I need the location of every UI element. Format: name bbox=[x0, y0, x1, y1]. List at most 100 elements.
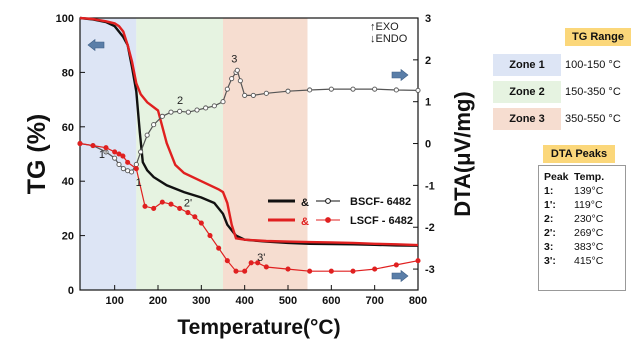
peak-id: 3': bbox=[544, 255, 556, 267]
data-point bbox=[168, 201, 174, 207]
data-point bbox=[220, 99, 226, 105]
legend-amp: & bbox=[301, 216, 309, 228]
data-point bbox=[307, 268, 313, 274]
x-tick-label: 300 bbox=[192, 295, 210, 307]
peak-annotation: 2 bbox=[177, 95, 183, 107]
data-point bbox=[207, 233, 213, 239]
data-point bbox=[185, 109, 191, 115]
peak-annotation: 3' bbox=[257, 252, 265, 264]
zone-row-2: Zone 2 150-350 °C bbox=[493, 81, 633, 103]
data-point bbox=[112, 155, 118, 161]
legend-label: LSCF - 6482 bbox=[350, 215, 413, 227]
peak-annotation: 3 bbox=[231, 53, 237, 65]
data-point bbox=[194, 107, 200, 113]
y-right-axis-title: DTA(μV/mg) bbox=[450, 91, 475, 216]
data-point bbox=[350, 268, 356, 274]
data-point bbox=[90, 143, 96, 149]
y-left-tick-label: 80 bbox=[62, 67, 74, 79]
data-point bbox=[177, 108, 183, 114]
x-tick-label: 800 bbox=[409, 295, 427, 307]
tg-range-title: TG Range bbox=[565, 28, 631, 46]
x-tick-label: 100 bbox=[105, 295, 123, 307]
y-right-tick-label: 3 bbox=[425, 13, 431, 25]
data-point bbox=[138, 149, 144, 155]
peak-temp: 383°C bbox=[574, 241, 604, 253]
legend-label: BSCF- 6482 bbox=[350, 196, 411, 208]
data-point bbox=[103, 145, 109, 151]
peak-id: 2: bbox=[544, 213, 554, 225]
data-point bbox=[198, 220, 204, 226]
data-point bbox=[177, 205, 183, 211]
data-point bbox=[234, 67, 240, 73]
table-row: 3: 383°C bbox=[544, 240, 608, 254]
peak-id: 3: bbox=[544, 241, 554, 253]
data-point bbox=[393, 262, 399, 268]
legend-dta-marker bbox=[325, 217, 331, 223]
data-point bbox=[151, 122, 157, 128]
data-point bbox=[168, 109, 174, 115]
x-tick-label: 400 bbox=[235, 295, 253, 307]
data-point bbox=[142, 203, 148, 209]
x-tick-label: 500 bbox=[279, 295, 297, 307]
peak-temp: 269°C bbox=[574, 227, 604, 239]
zone-row-1: Zone 1 100-150 °C bbox=[493, 54, 633, 76]
data-point bbox=[372, 86, 378, 92]
temp-header: Temp. bbox=[574, 171, 605, 183]
peak-annotation: 1 bbox=[136, 177, 142, 189]
x-axis-title: Temperature(°C) bbox=[177, 316, 340, 339]
data-point bbox=[112, 149, 118, 155]
data-point bbox=[237, 78, 243, 84]
data-point bbox=[129, 169, 135, 175]
data-point bbox=[328, 268, 334, 274]
zone-band-2 bbox=[136, 18, 223, 290]
zone-row-3: Zone 3 350-550 °C bbox=[493, 108, 633, 130]
data-point bbox=[144, 132, 150, 138]
legend-amp: & bbox=[301, 197, 309, 209]
data-point bbox=[285, 266, 291, 272]
dta-peaks-table-box: Peak Temp. 1: 139°C 1': 119°C 2: 230°C 2': 2… bbox=[538, 165, 626, 291]
series-line-tg-2 bbox=[79, 16, 419, 247]
peak-id: 1: bbox=[544, 185, 554, 197]
data-point bbox=[372, 266, 378, 272]
data-point bbox=[263, 264, 269, 270]
table-header-row: Peak Temp. bbox=[544, 170, 608, 184]
data-point bbox=[77, 140, 83, 147]
table-row: 3': 415°C bbox=[544, 254, 608, 268]
y-right-tick-label: -1 bbox=[425, 180, 435, 192]
data-point bbox=[159, 199, 165, 205]
data-point bbox=[211, 103, 217, 109]
peak-temp: 119°C bbox=[574, 199, 603, 211]
data-point bbox=[415, 87, 421, 93]
y-left-tick-label: 60 bbox=[62, 122, 74, 134]
data-point bbox=[185, 210, 191, 216]
x-tick-label: 700 bbox=[365, 295, 383, 307]
data-point bbox=[248, 260, 254, 266]
data-point bbox=[263, 90, 269, 96]
data-point bbox=[151, 205, 157, 211]
data-point bbox=[285, 88, 291, 94]
zone-band-3 bbox=[223, 18, 308, 290]
data-point bbox=[116, 161, 122, 168]
peak-temp: 230°C bbox=[574, 213, 604, 225]
table-row: 1: 139°C bbox=[544, 184, 608, 198]
x-tick-label: 200 bbox=[149, 295, 167, 307]
data-point bbox=[120, 153, 126, 159]
data-point bbox=[242, 92, 248, 98]
dta-peaks-title: DTA Peaks bbox=[543, 145, 615, 163]
data-point bbox=[250, 92, 256, 98]
zone-range-2: 150-350 °C bbox=[565, 86, 621, 98]
exo-label: ↑EXO bbox=[370, 21, 399, 33]
zone-range-1: 100-150 °C bbox=[565, 59, 621, 71]
data-point bbox=[216, 245, 222, 251]
peak-temp: 415°C bbox=[574, 255, 604, 267]
data-point bbox=[159, 113, 165, 119]
data-point bbox=[120, 166, 126, 172]
arrow-right-icon bbox=[391, 269, 409, 283]
y-right-tick-label: -2 bbox=[425, 222, 435, 234]
data-point bbox=[224, 86, 230, 92]
x-tick-label: 600 bbox=[322, 295, 340, 307]
data-point bbox=[116, 151, 122, 157]
data-point bbox=[393, 87, 399, 93]
peak-id: 2': bbox=[544, 227, 556, 239]
